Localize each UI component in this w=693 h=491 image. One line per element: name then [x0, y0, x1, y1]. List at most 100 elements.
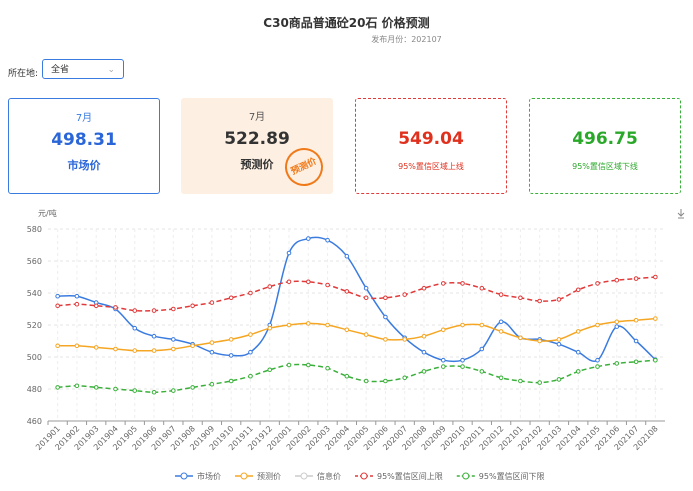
point: [344, 289, 350, 294]
y-tick-label: 580: [27, 225, 42, 234]
point: [440, 327, 446, 333]
point: [556, 377, 562, 382]
card-label: 市场价: [67, 159, 101, 172]
point: [363, 285, 369, 291]
point: [325, 365, 330, 371]
point: [479, 322, 485, 328]
point: [305, 362, 311, 368]
filter-label: 所在地:: [8, 69, 39, 79]
point: [267, 367, 273, 373]
legend-label[interactable]: 预测价: [257, 471, 281, 481]
point: [363, 378, 369, 384]
point: [402, 375, 408, 381]
point: [113, 305, 118, 310]
point: [55, 303, 60, 309]
point: [171, 337, 176, 342]
y-tick-label: 480: [27, 385, 42, 394]
point: [151, 333, 157, 339]
point: [402, 337, 408, 342]
card: 7月 522.89 预测价 预测价: [181, 98, 333, 194]
filter-select[interactable]: 全省 ⌄: [42, 59, 124, 79]
point: [190, 303, 195, 309]
point: [132, 348, 138, 353]
point: [363, 332, 369, 337]
y-tick-label: 520: [27, 321, 42, 330]
point: [325, 322, 330, 328]
filter-value: 全省: [51, 65, 70, 75]
point: [633, 359, 639, 365]
point: [209, 349, 215, 355]
point: [190, 343, 195, 349]
series-line: [57, 359, 656, 393]
point: [305, 236, 311, 241]
point: [171, 306, 176, 312]
point: [93, 385, 99, 390]
point: [248, 332, 253, 337]
point: [228, 295, 234, 301]
point: [595, 364, 600, 369]
point: [595, 357, 600, 363]
point: [537, 298, 542, 304]
point: [575, 369, 581, 374]
point: [633, 317, 639, 323]
point: [440, 281, 446, 286]
point: [55, 385, 60, 390]
point: [286, 362, 292, 368]
point: [228, 337, 234, 342]
point: [151, 308, 157, 313]
point: [479, 285, 485, 291]
point: [556, 297, 562, 302]
point: [614, 277, 620, 283]
card-value: 549.04: [398, 129, 464, 149]
point: [286, 250, 292, 256]
point: [575, 329, 581, 334]
y-tick-label: 540: [27, 289, 42, 298]
point: [74, 293, 80, 299]
legend-label[interactable]: 市场价: [197, 471, 221, 481]
card-value: 496.75: [572, 129, 638, 149]
point: [383, 295, 388, 301]
legend-marker: [180, 472, 188, 480]
point: [325, 282, 330, 288]
point: [498, 319, 504, 325]
y-tick-label: 560: [27, 257, 42, 266]
point: [228, 353, 234, 358]
legend-marker: [360, 472, 368, 480]
point: [595, 322, 600, 328]
point: [209, 300, 215, 305]
point: [248, 349, 253, 355]
point: [556, 337, 562, 342]
point: [653, 316, 658, 321]
point: [595, 281, 600, 286]
point: [498, 292, 504, 297]
point: [614, 319, 620, 325]
point: [344, 253, 350, 259]
legend-label[interactable]: 95%置信区间上限: [377, 471, 443, 481]
point: [113, 346, 118, 352]
point: [190, 385, 195, 390]
point: [55, 343, 60, 349]
point: [267, 284, 273, 289]
point: [74, 343, 80, 349]
download-icon[interactable]: [677, 209, 685, 219]
point: [537, 380, 542, 385]
point: [556, 341, 562, 347]
point: [55, 293, 60, 299]
point: [267, 325, 273, 331]
point: [344, 373, 350, 379]
point: [228, 378, 234, 384]
point: [74, 383, 80, 389]
legend-label[interactable]: 95%置信区间下限: [479, 471, 545, 481]
card-value: 498.31: [51, 130, 117, 150]
y-tick-label: 500: [27, 353, 42, 362]
legend-label[interactable]: 信息价: [317, 471, 341, 481]
point: [633, 276, 639, 281]
point: [344, 327, 350, 333]
point: [383, 314, 388, 320]
point: [132, 308, 138, 313]
point: [653, 357, 658, 363]
point: [113, 386, 118, 392]
point: [518, 295, 523, 301]
